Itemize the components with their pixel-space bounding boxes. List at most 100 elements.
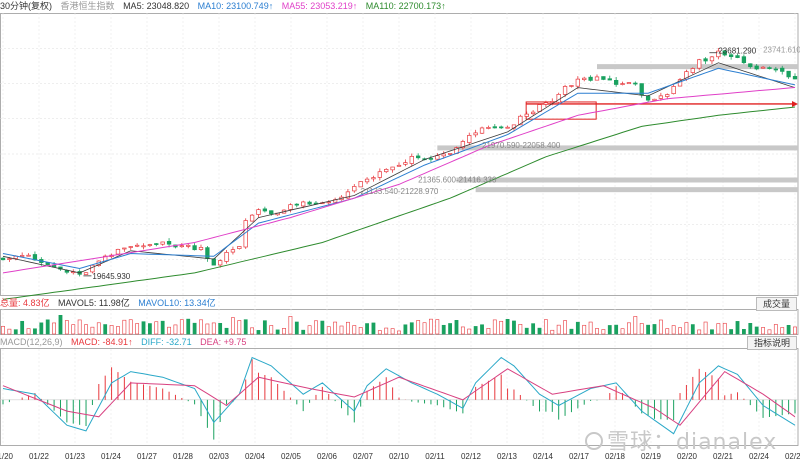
x-tick-label: 02/25 (785, 452, 800, 461)
volume-bar (473, 326, 478, 335)
x-tick-label: 01/20 (0, 452, 14, 461)
candle-body (773, 68, 778, 71)
candle-body (792, 76, 798, 80)
candle-body (301, 201, 306, 207)
indicator-help-button[interactable]: 指标说明 (746, 336, 797, 350)
x-tick-label: 02/07 (353, 452, 374, 461)
volume-bar (186, 318, 191, 335)
volume-bar (58, 314, 63, 335)
candle-body (154, 243, 159, 245)
volume-bar (601, 329, 606, 335)
volume-bar (595, 328, 599, 335)
x-tick-label: 02/20 (677, 452, 698, 461)
x-tick-label: 01/23 (65, 452, 86, 461)
volume-bar (722, 322, 727, 335)
candle-body (390, 166, 395, 171)
volume-bar (237, 320, 242, 335)
candle-body (550, 101, 555, 103)
period-label[interactable]: 30分钟(复权) (0, 1, 53, 11)
candle-body (294, 203, 299, 206)
volume-button[interactable]: 成交量 (755, 297, 797, 311)
x-tick-label: 01/22 (29, 452, 50, 461)
candle-body (652, 98, 657, 101)
candle-body (269, 210, 274, 215)
volume-bar (269, 325, 274, 335)
candle-body (122, 247, 127, 250)
mavol10-readout: MAVOL10: 13.34亿 (138, 298, 216, 308)
volume-bar (243, 319, 248, 335)
x-tick-label: 02/13 (497, 452, 518, 461)
candle-body (690, 68, 695, 73)
volume-bar (45, 319, 50, 335)
ma-line-ma10 (2, 67, 796, 270)
volume-bar (441, 324, 446, 335)
x-tick-label: 01/27 (137, 452, 158, 461)
volume-bar (531, 323, 536, 335)
candle-body (441, 153, 446, 157)
snowball-logo-icon (585, 432, 603, 450)
volume-bar (678, 327, 682, 335)
ma-line-ma5 (2, 62, 796, 274)
volume-bar (658, 319, 663, 335)
price-info-bar: 30分钟(复权) 香港恒生指数 MA5: 23048.820 MA10: 231… (0, 0, 452, 13)
volume-total: 总量: 4.83亿 (0, 298, 50, 308)
ma5-readout: MA5: 23048.820 (123, 1, 190, 11)
volume-bar (358, 327, 363, 335)
volume-bar (550, 329, 555, 335)
x-tick-label: 02/24 (749, 452, 770, 461)
candle-body (205, 247, 210, 259)
candle-body (562, 86, 568, 95)
volume-bar (403, 324, 408, 335)
candle-body (416, 155, 421, 159)
volume-bar (333, 321, 338, 335)
volume-bar (262, 320, 267, 335)
volume-bar (614, 324, 619, 335)
volume-bar (250, 327, 254, 335)
candle-body (607, 78, 612, 81)
candle-body (748, 63, 753, 68)
ma-line-ma110 (2, 106, 796, 300)
candle-body (754, 65, 759, 70)
x-tick-label: 02/11 (425, 452, 445, 461)
candle-body (364, 178, 370, 183)
volume-bar (314, 320, 318, 335)
volume-bar (384, 327, 389, 335)
volume-bar (7, 328, 12, 335)
volume-bar (371, 322, 376, 335)
candle-body (760, 66, 766, 69)
annotation-level: 23741.610 (763, 45, 800, 54)
volume-bar (435, 319, 440, 335)
volume-bar (224, 327, 229, 335)
volume-bar (569, 328, 574, 335)
volume-bar (793, 326, 797, 335)
volume-bar (64, 320, 69, 335)
volume-bar (231, 317, 235, 335)
volume-bar (20, 320, 25, 335)
volume-bar (1, 326, 5, 335)
ma110-readout: MA110: 22700.173↑ (365, 1, 446, 11)
volume-bar (512, 320, 516, 335)
volume-bar (307, 325, 312, 335)
volume-bar (326, 326, 331, 335)
volume-bar (52, 322, 56, 335)
candle-body (492, 126, 497, 129)
volume-bar (339, 325, 344, 335)
candle-body (697, 59, 702, 69)
candle-body (486, 127, 491, 129)
volume-bar (786, 324, 791, 335)
volume-bar (767, 329, 772, 335)
volume-bar (665, 328, 670, 335)
volume-bar (703, 321, 708, 335)
volume-bar (422, 322, 427, 335)
candle-body (575, 78, 580, 87)
volume-bar (761, 327, 765, 335)
panel-frame-2 (0, 348, 799, 446)
volume-bar (556, 324, 561, 335)
volume-bar (211, 322, 216, 335)
candle-body (537, 104, 542, 112)
x-tick-label: 02/14 (533, 452, 554, 461)
candle-body (741, 56, 747, 64)
volume-bar (160, 320, 165, 335)
candle-body (403, 162, 408, 165)
candle-body (473, 132, 478, 136)
